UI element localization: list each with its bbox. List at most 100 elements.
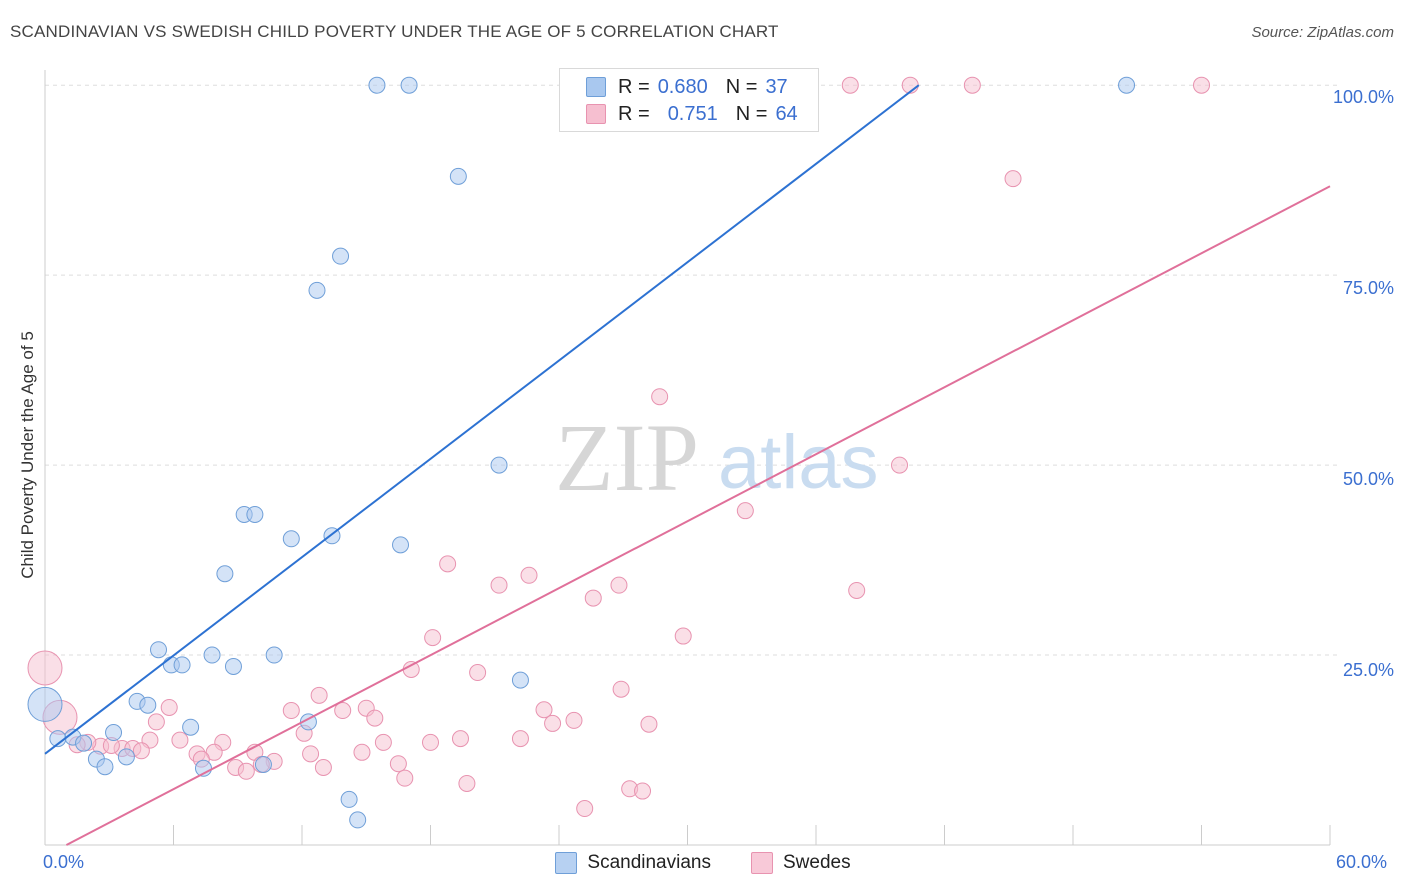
scatter-point bbox=[402, 660, 420, 678]
scatter-point bbox=[458, 774, 476, 792]
scatter-point bbox=[535, 701, 553, 719]
scatter-point bbox=[612, 680, 630, 698]
scatter-point bbox=[736, 502, 754, 520]
scatter-point bbox=[203, 646, 221, 664]
scatter-point bbox=[216, 565, 234, 583]
scatter-point bbox=[389, 755, 407, 773]
scatter-point bbox=[891, 456, 909, 474]
scatter-point bbox=[147, 713, 165, 731]
y-tick-75: 75.0% bbox=[1342, 278, 1394, 298]
scatter-point bbox=[396, 769, 414, 787]
scatter-point bbox=[511, 730, 529, 748]
scatter-point bbox=[422, 733, 439, 751]
scatter-point bbox=[265, 646, 283, 664]
scatter-point bbox=[150, 641, 168, 659]
scatter-point bbox=[368, 76, 386, 94]
scatter-point bbox=[576, 800, 594, 818]
n-value: 37 bbox=[765, 75, 788, 98]
scatter-point bbox=[400, 76, 418, 94]
y-tick-50: 50.0% bbox=[1342, 469, 1394, 489]
scatter-point bbox=[469, 664, 487, 682]
scatter-point bbox=[451, 730, 469, 748]
scatter-point bbox=[841, 76, 859, 94]
y-tick-25: 25.0% bbox=[1342, 660, 1394, 680]
scatter-point bbox=[392, 536, 410, 554]
scatter-point bbox=[963, 76, 981, 94]
scatter-point bbox=[282, 702, 300, 720]
scatter-point bbox=[848, 581, 866, 599]
scatter-point bbox=[366, 709, 384, 727]
scatter-point bbox=[132, 742, 150, 760]
trend-line-scandinavians bbox=[44, 84, 920, 755]
scatter-point bbox=[27, 686, 63, 722]
scatter-point bbox=[282, 530, 300, 548]
scatter-point bbox=[374, 733, 392, 751]
scatter-point bbox=[105, 724, 123, 742]
scatter-point bbox=[224, 657, 242, 675]
series-legend: Scandinavians Swedes bbox=[0, 852, 1406, 874]
scatter-point bbox=[490, 576, 508, 594]
scatter-point bbox=[139, 696, 157, 714]
y-tick-100: 100.0% bbox=[1332, 87, 1394, 107]
chart-title: SCANDINAVIAN VS SWEDISH CHILD POVERTY UN… bbox=[10, 22, 779, 41]
n-value: 64 bbox=[775, 102, 798, 125]
scatter-point bbox=[674, 627, 692, 645]
legend-label-swedes: Swedes bbox=[782, 852, 851, 873]
swedes-legend-swatch bbox=[750, 852, 773, 874]
scatter-point bbox=[182, 718, 200, 736]
watermark-zip: ZIP bbox=[555, 404, 699, 511]
legend-row-scandinavians: R = 0.680 N = 37 bbox=[586, 73, 788, 101]
scatter-point bbox=[520, 566, 538, 584]
grid-lines bbox=[45, 84, 1340, 656]
scandinavians-swatch bbox=[586, 77, 606, 97]
scandinavians-legend-swatch bbox=[555, 852, 578, 874]
r-value: 0.751 bbox=[667, 102, 718, 125]
scatter-point bbox=[171, 731, 189, 749]
scatter-point bbox=[27, 650, 63, 686]
scatter-point bbox=[565, 711, 583, 729]
scatter-point bbox=[314, 759, 332, 776]
scatter-point bbox=[610, 576, 628, 594]
scatter-point bbox=[544, 714, 562, 732]
scatter-point bbox=[640, 715, 658, 733]
scatter-point bbox=[237, 762, 255, 780]
y-axis-label: Child Poverty Under the Age of 5 bbox=[18, 331, 37, 579]
trend-lines bbox=[44, 84, 1331, 846]
scatter-point bbox=[308, 281, 326, 299]
scatter-point bbox=[449, 167, 467, 185]
x-tick-60: 60.0% bbox=[1336, 852, 1388, 872]
scatter-point bbox=[1193, 76, 1210, 94]
scatter-point bbox=[334, 702, 352, 720]
legend-label-scandinavians: Scandinavians bbox=[587, 852, 711, 873]
stats-legend: R = 0.680 N = 37 R = 0.751 N = 64 bbox=[559, 68, 819, 132]
scatter-point bbox=[332, 247, 350, 265]
scatter-point bbox=[490, 456, 508, 474]
scatter-point bbox=[353, 743, 371, 761]
scatter-point bbox=[254, 755, 272, 773]
scatter-point bbox=[302, 745, 320, 763]
chart-source: Source: ZipAtlas.com bbox=[1251, 24, 1394, 41]
scatter-point bbox=[1004, 170, 1022, 188]
scatter-point bbox=[584, 589, 602, 607]
scatter-point bbox=[349, 811, 367, 829]
scatter-point bbox=[75, 734, 93, 752]
scatter-point bbox=[439, 555, 457, 573]
swedes-swatch bbox=[586, 104, 606, 124]
scatter-point bbox=[117, 748, 135, 766]
r-label: R = bbox=[618, 75, 650, 98]
scatter-point bbox=[310, 686, 328, 704]
scatter-point bbox=[96, 758, 114, 776]
trend-line-swedes bbox=[65, 185, 1331, 846]
scatter-point bbox=[634, 782, 652, 800]
scatter-point bbox=[651, 388, 669, 406]
scatter-point bbox=[511, 671, 529, 689]
scatter-point bbox=[173, 656, 191, 674]
r-value: 0.680 bbox=[657, 75, 708, 98]
scatter-point bbox=[1118, 76, 1136, 94]
legend-item-scandinavians[interactable]: Scandinavians bbox=[555, 852, 711, 874]
scatter-point bbox=[160, 698, 178, 716]
scatter-point bbox=[340, 790, 358, 808]
scatter-point bbox=[246, 505, 264, 523]
legend-item-swedes[interactable]: Swedes bbox=[750, 852, 851, 874]
